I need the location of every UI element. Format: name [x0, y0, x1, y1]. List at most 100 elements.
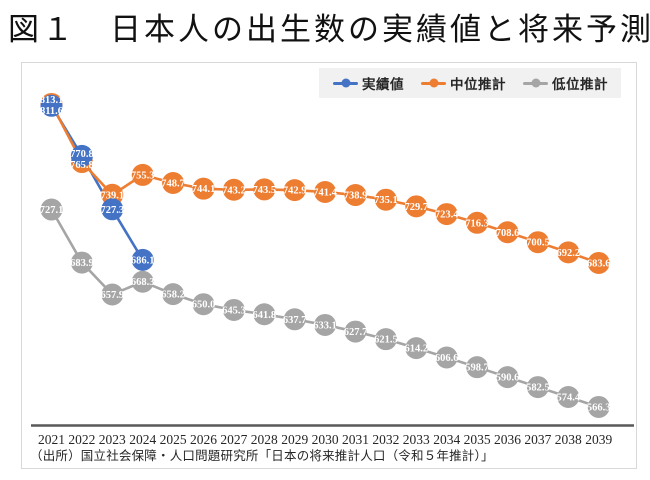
legend-dot-icon [531, 78, 540, 88]
data-point-medium [526, 231, 549, 254]
data-label-actual: 686.1 [131, 255, 155, 266]
data-point-medium [557, 241, 580, 264]
data-point-low [40, 198, 63, 221]
data-label-medium: 683.6 [587, 258, 611, 269]
data-point-medium [405, 195, 428, 218]
data-label-medium: 692.2 [556, 248, 580, 259]
data-label-medium: 738.9 [344, 191, 368, 202]
data-label-low: 566.3 [587, 402, 611, 413]
x-tick-label: 2030 [312, 432, 339, 447]
data-point-medium [496, 221, 519, 244]
data-point-actual [70, 144, 93, 167]
data-point-low [496, 366, 519, 389]
x-tick-label: 2037 [524, 432, 551, 447]
plot: 2021 2022 2023 2024 2025 2026 2027 2028 2029 2030… [31, 92, 634, 447]
data-label-medium: 723.4 [435, 210, 459, 221]
data-point-medium [192, 177, 215, 200]
data-label-low: 627.7 [344, 327, 368, 338]
data-label-medium: 708.6 [496, 228, 520, 239]
data-label-medium: 743.5 [252, 185, 276, 196]
page-title: 図１ 日本人の出生数の実績値と将来予測 [8, 12, 650, 47]
legend-item-medium: 中位推計 [421, 73, 506, 93]
legend-label: 低位推計 [552, 77, 608, 92]
x-tick-label: 2027 [220, 432, 247, 447]
data-label-low: 582.5 [526, 383, 550, 394]
data-point-low [192, 293, 215, 316]
x-tick-label: 2028 [251, 432, 278, 447]
data-label-low: 633.1 [313, 320, 337, 331]
data-label-medium: 742.9 [283, 186, 307, 197]
x-tick-label: 2024 [129, 432, 156, 447]
data-label-low: 614.2 [404, 344, 428, 355]
data-label-medium: 813.1 [40, 95, 64, 106]
data-label-low: 657.9 [100, 290, 124, 301]
data-point-low [101, 283, 124, 306]
x-tick-label: 2032 [372, 432, 399, 447]
data-point-medium [131, 163, 154, 186]
data-label-low: 727.1 [40, 205, 64, 216]
x-tick-label: 2023 [99, 432, 126, 447]
data-label-low: 637.7 [283, 315, 307, 326]
data-point-low [435, 346, 458, 369]
chart-frame: 2021 2022 2023 2024 2025 2026 2027 2028 2029 2030… [21, 62, 637, 469]
data-label-medium: 716.3 [465, 218, 489, 229]
data-label-medium: 741.4 [313, 187, 337, 198]
data-point-medium [374, 188, 397, 211]
legend-item-actual: 実績値 [333, 73, 404, 93]
data-point-medium [466, 211, 489, 234]
data-label-low: 645.3 [222, 305, 246, 316]
chart-legend: 実績値 中位推計 低位推計 [319, 68, 621, 98]
data-point-low [587, 395, 610, 418]
data-label-medium: 744.1 [192, 184, 216, 195]
data-point-low [162, 283, 185, 306]
x-tick-label: 2035 [464, 432, 491, 447]
data-point-medium [162, 172, 185, 195]
data-label-low: 668.3 [131, 277, 155, 288]
data-point-low [526, 376, 549, 399]
data-point-actual [101, 198, 124, 221]
data-point-low [70, 251, 93, 274]
legend-dot-icon [341, 78, 350, 88]
x-tick-label: 2036 [494, 432, 521, 447]
legend-label: 実績値 [362, 77, 404, 92]
data-point-medium [253, 178, 276, 201]
source-note: （出所）国立社会保障・人口問題研究所「日本の将来推計人口（令和５年推計）」 [30, 449, 494, 463]
data-point-medium [283, 179, 306, 202]
data-point-low [222, 298, 245, 321]
data-label-low: 641.8 [252, 310, 276, 321]
x-tick-label: 2034 [433, 432, 460, 447]
x-tick-label: 2026 [190, 432, 217, 447]
x-tick-label: 2038 [555, 432, 582, 447]
x-tick-label: 2033 [403, 432, 430, 447]
legend-label: 中位推計 [450, 77, 506, 92]
data-label-medium: 765.8 [70, 160, 94, 171]
x-tick-label: 2021 [38, 432, 65, 447]
data-label-medium: 739.1 [100, 190, 124, 201]
legend-item-low: 低位推計 [523, 73, 608, 93]
data-point-actual [131, 248, 154, 271]
data-label-medium: 700.5 [526, 238, 550, 249]
data-label-low: 574.4 [556, 393, 580, 404]
data-point-medium [222, 178, 245, 201]
data-label-low: 598.7 [465, 363, 489, 374]
data-point-low [374, 328, 397, 351]
x-tick-label: 2039 [585, 432, 612, 447]
data-point-low [283, 308, 306, 331]
data-label-actual: 727.3 [100, 205, 124, 216]
x-tick-label: 2025 [160, 432, 187, 447]
data-point-low [131, 270, 154, 293]
legend-dot-icon [429, 78, 438, 88]
x-tick-label: 2029 [281, 432, 308, 447]
legend-marker-icon [421, 78, 446, 88]
data-label-medium: 748.7 [161, 179, 185, 190]
data-label-medium: 729.7 [404, 202, 428, 213]
data-label-medium: 743.2 [222, 185, 246, 196]
data-label-actual: 811.6 [40, 106, 63, 117]
data-label-low: 590.6 [496, 373, 520, 384]
data-point-low [344, 320, 367, 343]
data-point-low [466, 356, 489, 379]
data-point-medium [587, 251, 610, 274]
data-point-low [314, 313, 337, 336]
data-label-low: 650.0 [192, 300, 216, 311]
